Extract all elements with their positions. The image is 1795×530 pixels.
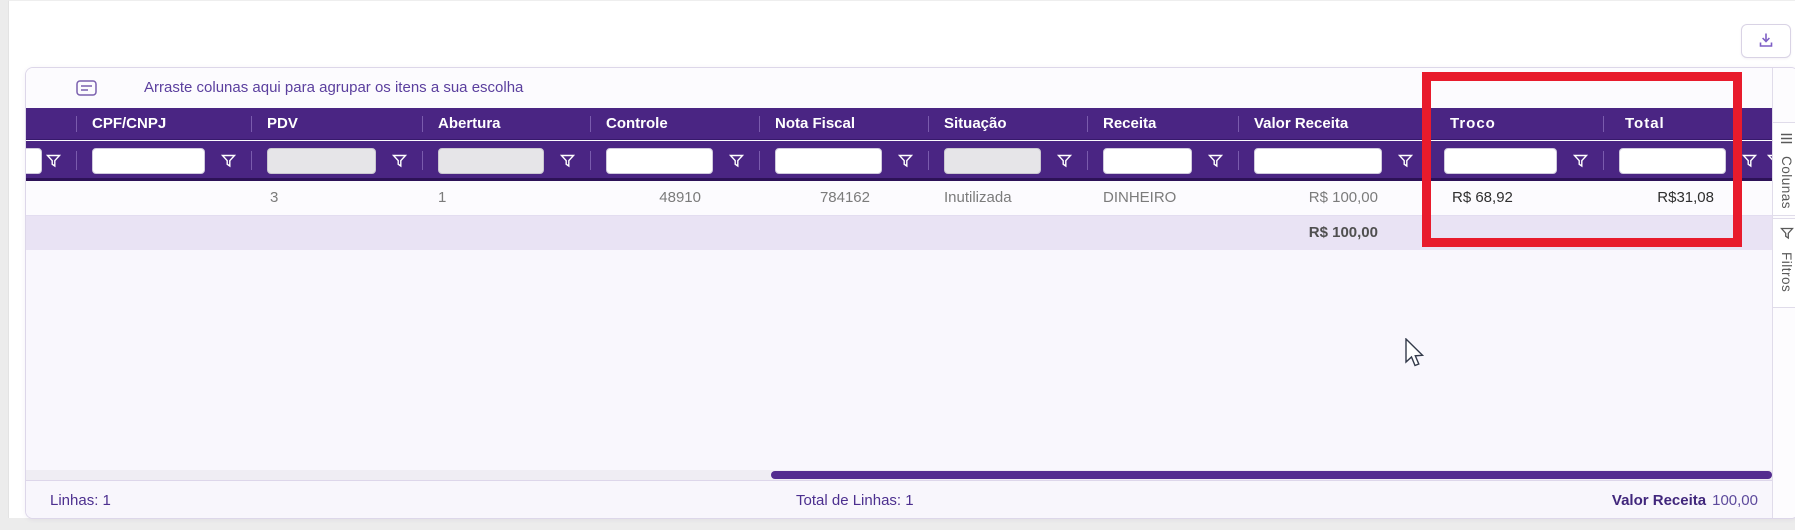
filter-input-troco[interactable] [1444, 148, 1557, 174]
column-header-pdv[interactable]: PDV [251, 108, 422, 140]
grid-header-row: CPF/CNPJ PDV Abertura Controle Nota Fiscal Si… [26, 108, 1772, 140]
tab-colunas[interactable]: Colunas [1773, 122, 1795, 216]
filter-funnel-icon[interactable] [38, 149, 68, 173]
cell-total[interactable]: R$31,08 [1657, 189, 1714, 206]
column-header-label: PDV [267, 115, 298, 132]
footer-summary-value: 100,00 [1712, 492, 1758, 509]
filter-cell-total [1603, 141, 1772, 181]
cell-abertura[interactable]: 1 [438, 189, 447, 206]
tab-colunas-label: Colunas [1779, 156, 1794, 210]
column-chooser-icon [1780, 131, 1793, 149]
filter-funnel-icon[interactable] [1390, 149, 1420, 173]
cell-situacao[interactable]: Inutilizada [944, 189, 1012, 206]
group-panel[interactable]: Arraste colunas aqui para agrupar os ite… [26, 68, 1772, 108]
filter-funnel-icon[interactable] [890, 149, 920, 173]
filter-funnel-icon[interactable] [1734, 149, 1764, 173]
filter-funnel-icon[interactable] [721, 149, 751, 173]
filter-funnel-icon[interactable] [1565, 149, 1595, 173]
column-header-label: Total [1625, 115, 1665, 132]
filter-cell-receita [1087, 141, 1238, 181]
footer-summary: Valor Receita 100,00 [1611, 481, 1758, 518]
side-tab-strip: Colunas Filtros [1772, 68, 1795, 518]
cell-cpf_cnpj[interactable] [76, 181, 251, 215]
filter-input-cpf_cnpj[interactable] [92, 148, 205, 174]
filter-cell-nota_fiscal [759, 141, 928, 181]
filter-cell-controle [590, 141, 759, 181]
column-header-receita[interactable]: Receita [1087, 108, 1238, 140]
grid-footer: Linhas: 1 Total de Linhas: 1 Valor Recei… [26, 480, 1772, 518]
filter-input-receita[interactable] [1103, 148, 1192, 174]
filter-input-blank[interactable] [26, 148, 42, 174]
filter-input-situacao[interactable] [944, 148, 1041, 174]
column-header-label: Nota Fiscal [775, 115, 856, 132]
filter-cell-situacao [928, 141, 1087, 181]
column-header-label: Troco [1450, 115, 1496, 132]
filter-funnel-icon [1779, 227, 1794, 245]
filter-cell-pdv [251, 141, 422, 181]
filter-funnel-icon[interactable] [552, 149, 582, 173]
cell-pdv[interactable]: 3 [270, 189, 279, 206]
download-icon [1757, 31, 1775, 52]
cell-nota_fiscal[interactable]: 784162 [819, 189, 870, 206]
column-header-label: CPF/CNPJ [92, 115, 167, 132]
column-header-controle[interactable]: Controle [590, 108, 759, 140]
horizontal-scrollbar[interactable] [26, 470, 1772, 480]
filter-cell-valor_receita [1238, 141, 1428, 181]
filter-input-nota_fiscal[interactable] [775, 148, 882, 174]
total-rows-label: Total de Linhas: 1 [796, 492, 914, 509]
filter-funnel-icon[interactable] [384, 149, 414, 173]
cell-blank[interactable] [26, 181, 76, 215]
column-header-situacao[interactable]: Situação [928, 108, 1087, 140]
column-header-label: Situação [944, 115, 1007, 132]
cell-valor_receita[interactable]: R$ 100,00 [1308, 189, 1378, 206]
export-button[interactable] [1741, 24, 1791, 58]
filter-funnel-icon[interactable] [1200, 149, 1230, 173]
table-row[interactable]: 3 1 48910 784162 Inutilizada DINHEIRO R$ 100,0… [26, 181, 1772, 216]
column-header-blank[interactable] [26, 108, 76, 140]
filter-funnel-icon[interactable] [1049, 149, 1079, 173]
column-header-nota_fiscal[interactable]: Nota Fiscal [759, 108, 928, 140]
data-grid: Arraste colunas aqui para agrupar os ite… [25, 67, 1795, 519]
horizontal-scrollbar-thumb[interactable] [771, 471, 1772, 479]
cell-troco[interactable]: R$ 68,92 [1452, 189, 1513, 206]
column-header-abertura[interactable]: Abertura [422, 108, 590, 140]
grid-filter-row [26, 141, 1782, 181]
filter-input-controle[interactable] [606, 148, 713, 174]
grid-empty-area [26, 250, 1772, 470]
tab-filtros[interactable]: Filtros [1773, 218, 1795, 308]
tab-filtros-label: Filtros [1779, 252, 1794, 293]
filter-input-total[interactable] [1619, 148, 1726, 174]
footer-summary-label: Valor Receita [1611, 492, 1707, 509]
column-header-valor_receita[interactable]: Valor Receita [1238, 108, 1428, 140]
filter-input-pdv[interactable] [267, 148, 376, 174]
group-by-icon [76, 80, 97, 101]
filter-input-valor_receita[interactable] [1254, 148, 1382, 174]
filter-input-abertura[interactable] [438, 148, 544, 174]
filter-cell-cpf_cnpj [76, 141, 251, 181]
group-panel-text: Arraste colunas aqui para agrupar os ite… [144, 79, 524, 96]
page-sheet: Arraste colunas aqui para agrupar os ite… [8, 0, 1795, 519]
summary-row: R$ 100,00 [26, 216, 1772, 250]
column-header-label: Receita [1103, 115, 1157, 132]
column-header-troco[interactable]: Troco [1428, 108, 1603, 140]
filter-cell-blank [26, 141, 76, 181]
summary-cell-valor_receita: R$ 100,00 [1308, 224, 1378, 241]
cell-controle[interactable]: 48910 [659, 189, 701, 206]
rows-count-label: Linhas: 1 [50, 492, 111, 509]
filter-funnel-icon[interactable] [213, 149, 243, 173]
filter-cell-abertura [422, 141, 590, 181]
filter-cell-troco [1428, 141, 1603, 181]
column-header-label: Controle [606, 115, 668, 132]
column-header-label: Valor Receita [1254, 115, 1349, 132]
column-header-cpf_cnpj[interactable]: CPF/CNPJ [76, 108, 251, 140]
column-header-label: Abertura [438, 115, 501, 132]
column-header-total[interactable]: Total [1603, 108, 1772, 140]
cell-receita[interactable]: DINHEIRO [1103, 189, 1177, 206]
